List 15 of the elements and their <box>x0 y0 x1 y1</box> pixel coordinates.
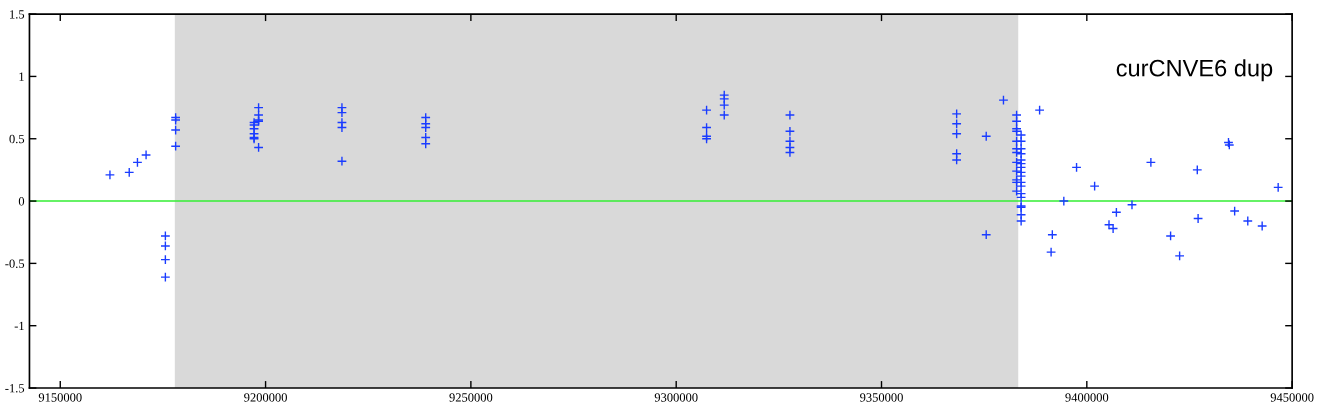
y-tick-label: 1 <box>19 72 24 81</box>
x-tick-label: 9150000 <box>38 393 82 402</box>
x-tick-label: 9400000 <box>1065 393 1109 402</box>
x-tick-label: 9200000 <box>244 393 287 402</box>
y-tick-label: -0.5 <box>5 259 25 268</box>
y-tick-label: 0 <box>18 197 25 206</box>
x-tick-label: 9450000 <box>1270 393 1314 402</box>
y-tick-label: -1 <box>14 321 24 331</box>
x-tick-label: 9250000 <box>449 393 493 402</box>
y-tick-label: 1.5 <box>10 10 25 19</box>
y-tick-label: 0.5 <box>9 134 25 144</box>
y-tick-label: -1.5 <box>5 384 25 393</box>
x-tick-label: 9300000 <box>654 393 698 402</box>
annotation: curCNVE6 dup <box>1116 59 1273 82</box>
x-tick-label: 9350000 <box>860 393 903 402</box>
